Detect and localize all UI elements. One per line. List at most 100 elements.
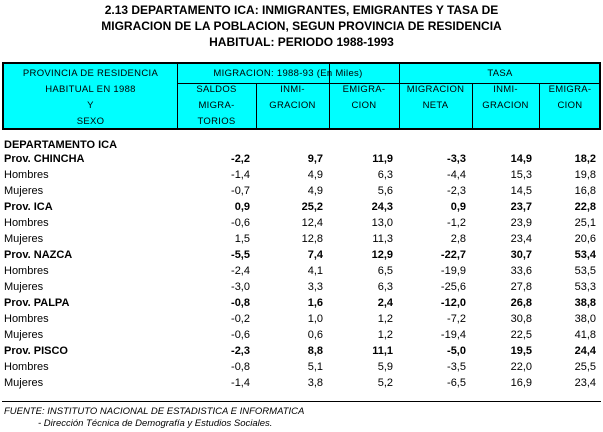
cell-value: 24,4 bbox=[574, 345, 596, 357]
cell-value: 24,3 bbox=[371, 201, 393, 213]
cell-value: 13,0 bbox=[371, 217, 393, 229]
province-row: Prov. NAZCA -5,5 7,4 12,9 -22,7 30,7 53,4 bbox=[0, 247, 603, 263]
cell-value: 3,8 bbox=[307, 377, 323, 389]
column-divider bbox=[256, 83, 257, 128]
header-line: PROVINCIA DE RESIDENCIA bbox=[22, 68, 159, 79]
header-line: GRACION bbox=[269, 100, 316, 111]
cell-value: 41,8 bbox=[574, 329, 596, 341]
cell-value: 18,2 bbox=[574, 153, 596, 165]
cell-value: 23,9 bbox=[510, 217, 532, 229]
cell-value: -0,6 bbox=[231, 329, 250, 341]
cell-value: 0,6 bbox=[307, 329, 323, 341]
cell-value: 8,8 bbox=[307, 345, 323, 357]
title-line: HABITUAL: PERIODO 1988-1993 bbox=[209, 35, 394, 49]
header-line: GRACION bbox=[482, 100, 529, 111]
row-label: Hombres bbox=[4, 169, 49, 181]
header-line: SALDOS bbox=[196, 84, 237, 95]
row-label: Mujeres bbox=[4, 377, 44, 389]
cell-value: 26,8 bbox=[510, 297, 532, 309]
cell-value: 6,5 bbox=[377, 265, 393, 277]
row-label: Prov. CHINCHA bbox=[4, 153, 85, 165]
cell-value: -1,4 bbox=[231, 377, 250, 389]
table-row: Mujeres -0,7 4,9 5,6 -2,3 14,5 16,8 bbox=[0, 183, 603, 199]
cell-value: -19,9 bbox=[440, 265, 466, 277]
table-row: Hombres -1,4 4,9 6,3 -4,4 15,3 19,8 bbox=[0, 167, 603, 183]
header-line: MIGRA- bbox=[198, 100, 235, 111]
header-line: NETA bbox=[422, 100, 449, 111]
divider bbox=[2, 401, 601, 402]
cell-value: 3,3 bbox=[307, 281, 323, 293]
header-line: INMI- bbox=[493, 84, 518, 95]
cell-value: 9,7 bbox=[307, 153, 323, 165]
row-label: Hombres bbox=[4, 217, 49, 229]
province-row: Prov. PALPA -0,8 1,6 2,4 -12,0 26,8 38,8 bbox=[0, 295, 603, 311]
title-line: MIGRACION DE LA POBLACION, SEGUN PROVINC… bbox=[101, 19, 502, 33]
header-column: EMIGRA- CION bbox=[539, 82, 601, 114]
cell-value: -25,6 bbox=[440, 281, 466, 293]
table-row: Hombres -2,4 4,1 6,5 -19,9 33,6 53,5 bbox=[0, 263, 603, 279]
column-divider bbox=[539, 83, 540, 128]
cell-value: 53,3 bbox=[574, 281, 596, 293]
table-row: Mujeres -3,0 3,3 6,3 -25,6 27,8 53,3 bbox=[0, 279, 603, 295]
table-row: Hombres -0,6 12,4 13,0 -1,2 23,9 25,1 bbox=[0, 215, 603, 231]
row-label: Hombres bbox=[4, 265, 49, 277]
header-group-tasa: TASA bbox=[487, 68, 513, 79]
header-group-migracion: MIGRACION: 1988-93 (En Miles) bbox=[213, 68, 363, 79]
cell-value: -0,8 bbox=[231, 297, 250, 309]
cell-value: -4,4 bbox=[447, 169, 466, 181]
cell-value: 38,8 bbox=[574, 297, 596, 309]
cell-value: 7,4 bbox=[307, 249, 323, 261]
header-line: SEXO bbox=[76, 116, 105, 127]
header-column: MIGRACION NETA bbox=[399, 82, 472, 114]
cell-value: -5,0 bbox=[447, 345, 466, 357]
cell-value: 6,3 bbox=[377, 281, 393, 293]
cell-value: 1,6 bbox=[307, 297, 323, 309]
cell-value: 14,9 bbox=[510, 153, 532, 165]
cell-value: -0,6 bbox=[231, 217, 250, 229]
cell-value: 23,4 bbox=[510, 233, 532, 245]
cell-value: 4,9 bbox=[307, 185, 323, 197]
row-label: Hombres bbox=[4, 361, 49, 373]
table-row: Hombres -0,2 1,0 1,2 -7,2 30,8 38,0 bbox=[0, 311, 603, 327]
cell-value: 1,2 bbox=[377, 329, 393, 341]
cell-value: 11,1 bbox=[372, 345, 393, 357]
cell-value: 5,9 bbox=[377, 361, 393, 373]
cell-value: -2,3 bbox=[447, 185, 466, 197]
cell-value: 0,9 bbox=[234, 201, 250, 213]
cell-value: 25,2 bbox=[301, 201, 323, 213]
cell-value: 11,9 bbox=[372, 153, 393, 165]
row-label: Hombres bbox=[4, 313, 49, 325]
header-line: EMIGRA- bbox=[548, 84, 592, 95]
header-column: EMIGRA- CION bbox=[329, 82, 399, 114]
header-line: Y bbox=[87, 100, 94, 111]
cell-value: 16,9 bbox=[510, 377, 532, 389]
table-title: 2.13 DEPARTAMENTO ICA: INMIGRANTES, EMIG… bbox=[0, 2, 603, 50]
cell-value: 5,2 bbox=[377, 377, 393, 389]
cell-value: -2,4 bbox=[231, 265, 250, 277]
header-line: CION bbox=[557, 100, 583, 111]
cell-value: 19,5 bbox=[510, 345, 532, 357]
cell-value: 5,6 bbox=[377, 185, 393, 197]
section-label: DEPARTAMENTO ICA bbox=[4, 139, 118, 151]
header-province: PROVINCIA DE RESIDENCIA HABITUAL EN 1988 Y… bbox=[4, 66, 177, 130]
cell-value: 25,5 bbox=[574, 361, 596, 373]
cell-value: -19,4 bbox=[440, 329, 466, 341]
cell-value: -12,0 bbox=[440, 297, 466, 309]
cell-value: 1,2 bbox=[377, 313, 393, 325]
header-column: SALDOS MIGRA- TORIOS bbox=[177, 82, 256, 130]
cell-value: 12,4 bbox=[301, 217, 323, 229]
cell-value: 2,4 bbox=[377, 297, 393, 309]
cell-value: -22,7 bbox=[440, 249, 466, 261]
group-divider bbox=[177, 83, 601, 84]
cell-value: -7,2 bbox=[447, 313, 466, 325]
province-row: Prov. PISCO -2,3 8,8 11,1 -5,0 19,5 24,4 bbox=[0, 343, 603, 359]
cell-value: 1,0 bbox=[307, 313, 323, 325]
header-column: INMI- GRACION bbox=[472, 82, 539, 114]
header-line: HABITUAL EN 1988 bbox=[45, 84, 136, 95]
cell-value: -0,8 bbox=[231, 361, 250, 373]
cell-value: 15,3 bbox=[510, 169, 532, 181]
row-label: Prov. NAZCA bbox=[4, 249, 73, 261]
source-subnote: - Dirección Técnica de Demografía y Estu… bbox=[38, 418, 273, 429]
cell-value: 33,6 bbox=[510, 265, 532, 277]
cell-value: 16,8 bbox=[574, 185, 596, 197]
